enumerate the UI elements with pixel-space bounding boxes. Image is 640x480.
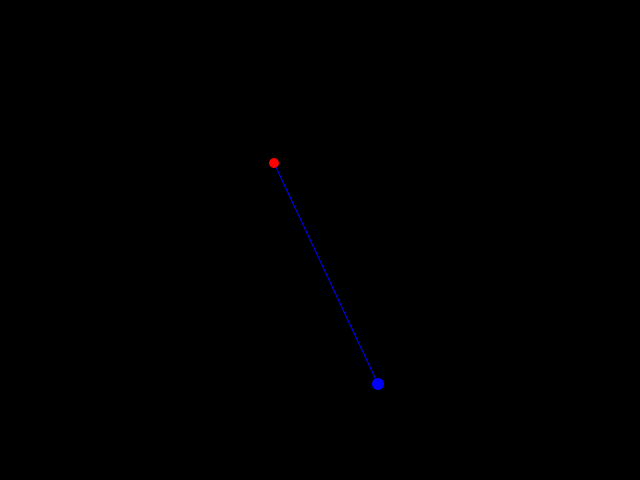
pendulum-rod-line [273,162,379,385]
pivot-dot [269,158,279,168]
bob-dot[interactable] [372,378,384,390]
